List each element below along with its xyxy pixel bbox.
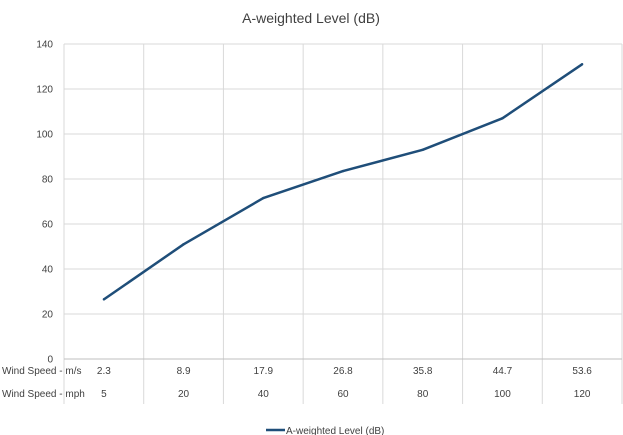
x2-tick-label: 5 <box>101 389 107 400</box>
x2-tick-label: 120 <box>574 389 591 400</box>
data-point <box>341 169 345 173</box>
y-tick-label: 100 <box>36 130 53 141</box>
data-point <box>182 243 185 246</box>
x2-tick-label: 20 <box>178 389 190 400</box>
x-tick-label: 2.3 <box>97 366 111 377</box>
x-tick-label: 17.9 <box>254 366 274 377</box>
x-tick-label: 26.8 <box>333 366 353 377</box>
y-tick-label: 80 <box>42 175 54 186</box>
data-point <box>102 298 106 301</box>
x-tick-label: 53.6 <box>572 366 592 377</box>
x-tick-label: 8.9 <box>177 366 191 377</box>
y-axis-ticks: 0 20 40 60 80 100 120 140 <box>36 40 53 366</box>
x-tick-label: 35.8 <box>413 366 433 377</box>
y-tick-label: 20 <box>42 310 54 321</box>
y-tick-label: 60 <box>42 220 54 231</box>
chart-title: A-weighted Level (dB) <box>242 10 380 26</box>
data-point <box>262 196 265 200</box>
x2-tick-label: 80 <box>417 389 429 400</box>
x-axis-labels: Wind Speed - m/s Wind Speed - mph 2.3 8.9 17… <box>2 366 592 400</box>
x2-tick-label: 40 <box>258 389 270 400</box>
category-row-title: Wind Speed - mph <box>2 389 85 400</box>
series-layer <box>102 63 584 301</box>
legend: A-weighted Level (dB) <box>266 426 384 435</box>
series-line <box>103 63 583 301</box>
legend-label: A-weighted Level (dB) <box>286 426 384 435</box>
y-tick-label: 0 <box>47 355 53 366</box>
x2-tick-label: 100 <box>494 389 511 400</box>
y-tick-label: 40 <box>42 265 54 276</box>
x2-tick-label: 60 <box>337 389 349 400</box>
data-point <box>580 63 584 66</box>
x-tick-label: 44.7 <box>493 366 513 377</box>
gridlines <box>63 43 623 404</box>
y-tick-label: 140 <box>36 40 53 51</box>
y-tick-label: 120 <box>36 85 53 96</box>
data-point <box>421 148 424 151</box>
category-row-title: Wind Speed - m/s <box>2 366 81 377</box>
data-point <box>501 117 504 120</box>
